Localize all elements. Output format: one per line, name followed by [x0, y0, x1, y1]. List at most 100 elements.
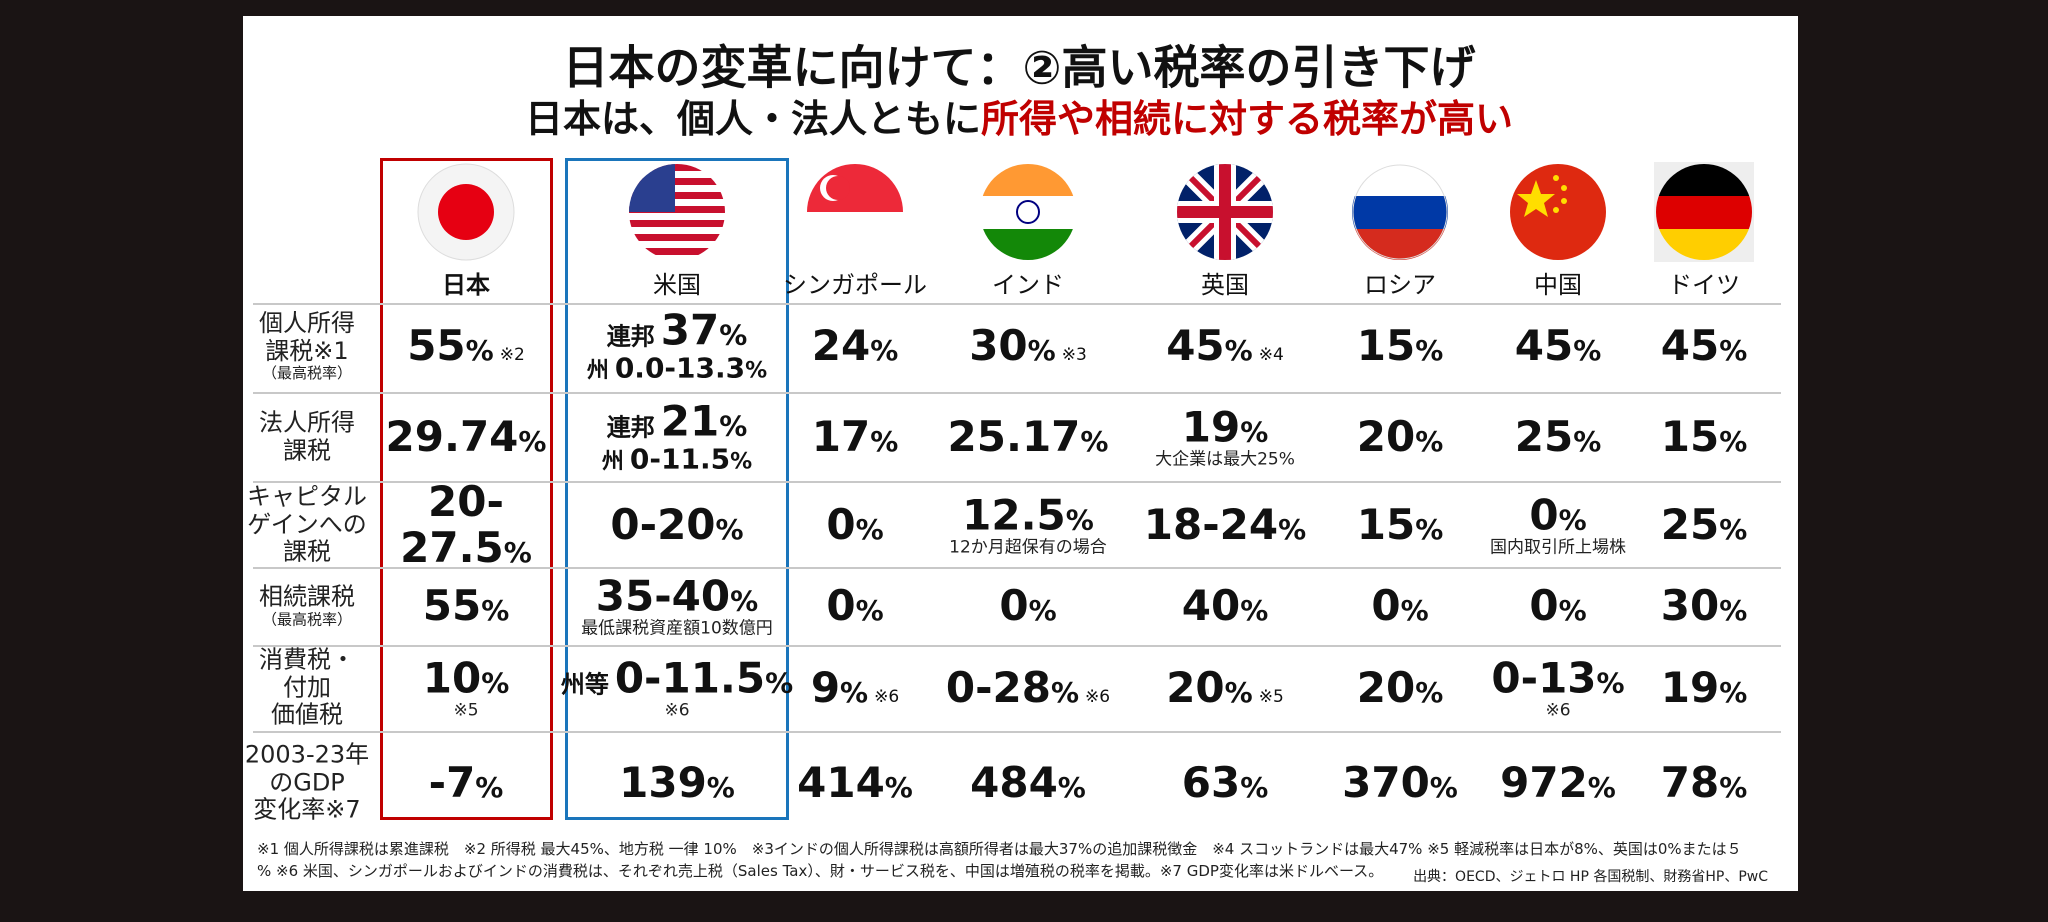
country-name: 英国: [1201, 270, 1249, 299]
cell: 484%: [970, 757, 1086, 807]
row-label: 相続課税 （最高税率）: [259, 583, 355, 629]
row-label-line: 変化率※7: [253, 795, 361, 824]
row-line: [253, 303, 1781, 305]
row-label-line: 課税※1: [265, 336, 349, 365]
cell-line: 18-24%: [1144, 501, 1307, 548]
cell: 24%: [812, 322, 899, 369]
cell-line: 12.5%: [949, 492, 1107, 539]
cell-value: 0-13: [1491, 653, 1597, 703]
country-name: ロシア: [1364, 270, 1436, 299]
cell: 40%: [1181, 580, 1269, 630]
cell-line: 15%: [1356, 499, 1444, 549]
row-label-sub: （最高税率）: [261, 363, 352, 382]
cell-value: 35-40: [595, 571, 731, 621]
cell-caption: ※6: [664, 700, 690, 721]
cell-line: 25%: [1515, 413, 1602, 460]
cell-unit: %: [884, 770, 913, 804]
cell-line: 州 0.0-13.3%: [586, 351, 768, 385]
cell-line: 27.5%: [400, 524, 532, 571]
cell: 20%: [1357, 664, 1444, 711]
cell: 45%: [1661, 322, 1748, 369]
cell: 414%: [797, 759, 913, 806]
cell-unit: %: [1719, 675, 1748, 709]
cell-line: 40%: [1181, 580, 1269, 630]
flag-india: [980, 164, 1076, 260]
cell-value: 15: [1660, 411, 1720, 461]
cell: 55% ※2: [407, 320, 525, 370]
cell-unit: %: [730, 584, 759, 618]
cell-line: 25%: [1661, 501, 1748, 548]
cell-line: 0%: [999, 582, 1056, 629]
cell-value: 0-28: [945, 662, 1051, 712]
source: 出典：OECD、ジェトロ HP 各国税制、財務省HP、PwC: [1413, 869, 1768, 885]
cell-line: 連邦 21%: [602, 398, 752, 445]
cell-value: 20-: [428, 476, 504, 526]
cell-note: ※6: [874, 686, 900, 707]
row-line: [253, 481, 1781, 483]
cell-value: 15: [1356, 499, 1416, 549]
cell: 0%: [826, 501, 883, 548]
cell-line: 0-20%: [610, 501, 743, 548]
cell-unit: %: [745, 358, 768, 384]
cell: 0%: [1371, 582, 1429, 629]
cell: 55%: [422, 580, 510, 630]
cell-line: 0%: [1529, 582, 1587, 629]
cell: 連邦 37% 州 0.0-13.3%: [586, 307, 768, 385]
cell-value: 17: [811, 411, 871, 461]
cell-unit: %: [1400, 593, 1429, 627]
cell-unit: %: [1240, 593, 1269, 627]
cell-line: 9% ※6: [811, 664, 900, 711]
row-label-line: 課税: [283, 436, 331, 464]
cell-prefix: 州: [586, 358, 609, 384]
cell-prefix: 州: [601, 449, 624, 475]
row-label-sub: （最高税率）: [261, 610, 352, 629]
cell-caption: ※5: [453, 700, 479, 721]
country-name: シンガポール: [783, 270, 927, 299]
cell: 29.74%: [386, 413, 547, 460]
cell: 139%: [619, 759, 735, 806]
cell-line: 30%: [1661, 582, 1748, 629]
cell-value: 0.0-13.3: [614, 351, 746, 385]
cell-unit: %: [1558, 593, 1587, 627]
cell-caption: 国内取引所上場株: [1490, 537, 1626, 558]
cell-unit: %: [1050, 675, 1080, 709]
cell: 15%: [1660, 411, 1748, 461]
country-name: ドイツ: [1668, 270, 1740, 299]
cell-value: 484: [970, 757, 1058, 807]
cell: 12.5% 12か月超保有の場合: [949, 492, 1107, 558]
cell-line: 29.74%: [386, 413, 547, 460]
country-name: インド: [992, 270, 1064, 299]
cell-value: 25.17: [947, 411, 1081, 461]
cell-unit: %: [765, 666, 794, 700]
cell: 0%: [826, 582, 883, 629]
cell-value: 40: [1181, 580, 1241, 630]
cell: 0%: [999, 582, 1056, 629]
cell-value: 0-11.5: [629, 442, 731, 476]
cell-unit: %: [503, 536, 532, 569]
cell-value: 45: [1514, 320, 1574, 370]
cell-unit: %: [518, 424, 547, 458]
cell-note: ※6: [1085, 686, 1111, 707]
cell-unit: %: [719, 318, 748, 352]
cell-value: 55: [422, 580, 482, 630]
cell-unit: %: [840, 675, 869, 709]
cell-value: 55: [407, 320, 466, 370]
cell-value: 30: [969, 320, 1028, 370]
cell-unit: %: [1719, 512, 1748, 546]
cell-line: 25.17%: [947, 411, 1109, 461]
cell-unit: %: [1719, 770, 1748, 804]
flag-china: [1510, 164, 1606, 260]
row-label-line: 課税: [283, 537, 331, 566]
cell-line: 0%: [826, 501, 883, 548]
cell-line: 19%: [1155, 404, 1295, 451]
cell-unit: %: [870, 333, 899, 367]
cell-unit: %: [1573, 333, 1602, 367]
cell-value: 972: [1500, 757, 1588, 807]
cell: 0-13% ※6: [1491, 653, 1624, 721]
cell-unit: %: [1278, 512, 1307, 546]
cell-unit: %: [1558, 503, 1587, 537]
cell: 9% ※6: [811, 664, 900, 711]
row-line: [253, 567, 1781, 569]
cell-value: 370: [1342, 757, 1430, 807]
cell: 45%: [1514, 320, 1602, 370]
